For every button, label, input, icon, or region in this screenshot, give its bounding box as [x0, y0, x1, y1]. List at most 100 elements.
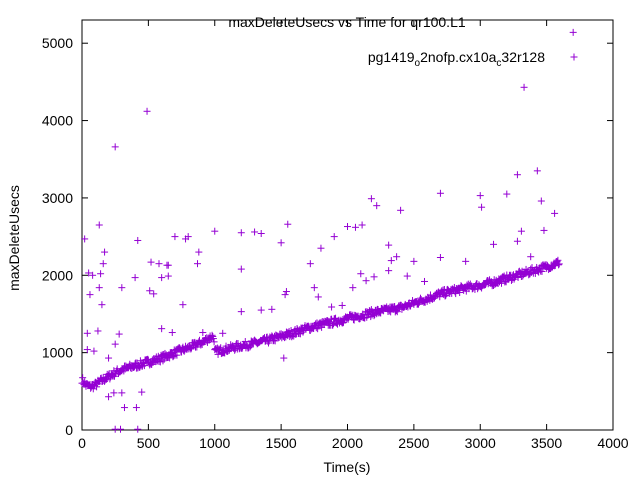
data-point	[490, 240, 498, 248]
data-point	[105, 354, 113, 362]
data-point	[537, 197, 545, 205]
x-tick-label: 1500	[266, 435, 297, 451]
data-point	[540, 226, 548, 234]
y-tick-label: 0	[65, 422, 73, 438]
data-point	[280, 354, 288, 362]
y-tick-label: 4000	[42, 113, 73, 129]
data-point	[237, 308, 245, 316]
data-point	[277, 239, 285, 247]
data-point	[349, 284, 357, 292]
data-point	[211, 227, 219, 235]
data-point	[284, 220, 292, 228]
legend-marker-icon	[570, 53, 578, 61]
data-point	[158, 274, 166, 282]
data-point	[146, 287, 154, 295]
data-point	[436, 293, 444, 301]
legend-label: pg1419o2nofp.cx10ac32r128	[368, 49, 545, 69]
data-point	[513, 237, 521, 245]
data-point	[173, 351, 181, 359]
x-axis-label: Time(s)	[324, 459, 371, 475]
data-point	[93, 383, 101, 391]
data-point	[97, 270, 105, 278]
y-axis-label: maxDeleteUsecs	[6, 185, 22, 291]
legend-label-part: 32r128	[501, 49, 545, 65]
data-point	[271, 337, 279, 345]
data-point	[513, 171, 521, 179]
data-point	[118, 284, 126, 292]
y-axis: 0 1000 2000 3000 4000 5000	[42, 35, 613, 438]
data-point	[241, 338, 249, 346]
data-point	[171, 233, 179, 241]
data-point	[257, 230, 265, 238]
legend-label-part: 2nofp.cx10a	[420, 49, 496, 65]
data-point	[338, 301, 346, 309]
data-point	[158, 325, 166, 333]
data-point	[85, 269, 93, 277]
x-tick-label: 0	[78, 435, 86, 451]
data-point	[246, 343, 254, 351]
data-point	[219, 329, 227, 337]
data-point	[166, 354, 174, 362]
data-point	[257, 306, 265, 314]
data-point	[357, 270, 365, 278]
data-point	[299, 328, 307, 336]
legend-label-part: o	[415, 58, 421, 69]
y-tick-label: 2000	[42, 267, 73, 283]
data-point	[210, 338, 218, 346]
data-point	[452, 290, 460, 298]
data-point	[150, 290, 158, 298]
data-point	[281, 291, 289, 299]
data-point	[214, 350, 222, 358]
data-point	[393, 308, 401, 316]
data-point	[209, 335, 217, 343]
data-point	[111, 143, 119, 151]
data-point	[351, 223, 359, 231]
legend-label-part: c	[496, 58, 501, 69]
data-point	[367, 195, 375, 203]
data-point	[317, 244, 325, 252]
x-tick-label: 500	[137, 435, 161, 451]
y-tick-label: 1000	[42, 345, 73, 361]
data-point	[527, 253, 535, 261]
data-point	[111, 340, 119, 348]
data-point	[270, 336, 278, 344]
data-point	[499, 273, 507, 281]
y-tick-label: 3000	[42, 190, 73, 206]
data-point	[362, 277, 370, 285]
y-tick-label: 5000	[42, 35, 73, 51]
x-tick-label: 1000	[199, 435, 230, 451]
data-point	[367, 313, 375, 321]
data-point	[478, 203, 486, 211]
data-point	[237, 229, 245, 237]
data-point	[385, 241, 393, 249]
data-point	[410, 257, 418, 265]
data-point	[514, 273, 522, 281]
data-point	[370, 273, 378, 281]
data-point	[538, 267, 546, 275]
data-point	[503, 190, 511, 198]
x-tick-label: 3500	[531, 435, 562, 451]
data-point	[94, 327, 102, 335]
data-point	[476, 192, 484, 200]
data-point	[143, 107, 151, 115]
data-point	[391, 303, 399, 311]
data-point	[83, 329, 91, 337]
data-point	[131, 274, 139, 282]
data-point	[497, 279, 505, 287]
data-point	[101, 248, 109, 256]
data-point	[420, 277, 428, 285]
data-point	[98, 301, 106, 309]
data-point	[89, 271, 97, 279]
data-point	[95, 221, 103, 229]
data-point	[144, 355, 152, 363]
data-point	[120, 404, 128, 412]
data-point	[554, 256, 562, 264]
data-point	[282, 288, 290, 296]
data-point	[324, 317, 332, 325]
data-point	[436, 189, 444, 197]
data-point	[330, 233, 338, 241]
data-point	[105, 393, 113, 401]
data-point	[147, 258, 155, 266]
data-point	[118, 389, 126, 397]
